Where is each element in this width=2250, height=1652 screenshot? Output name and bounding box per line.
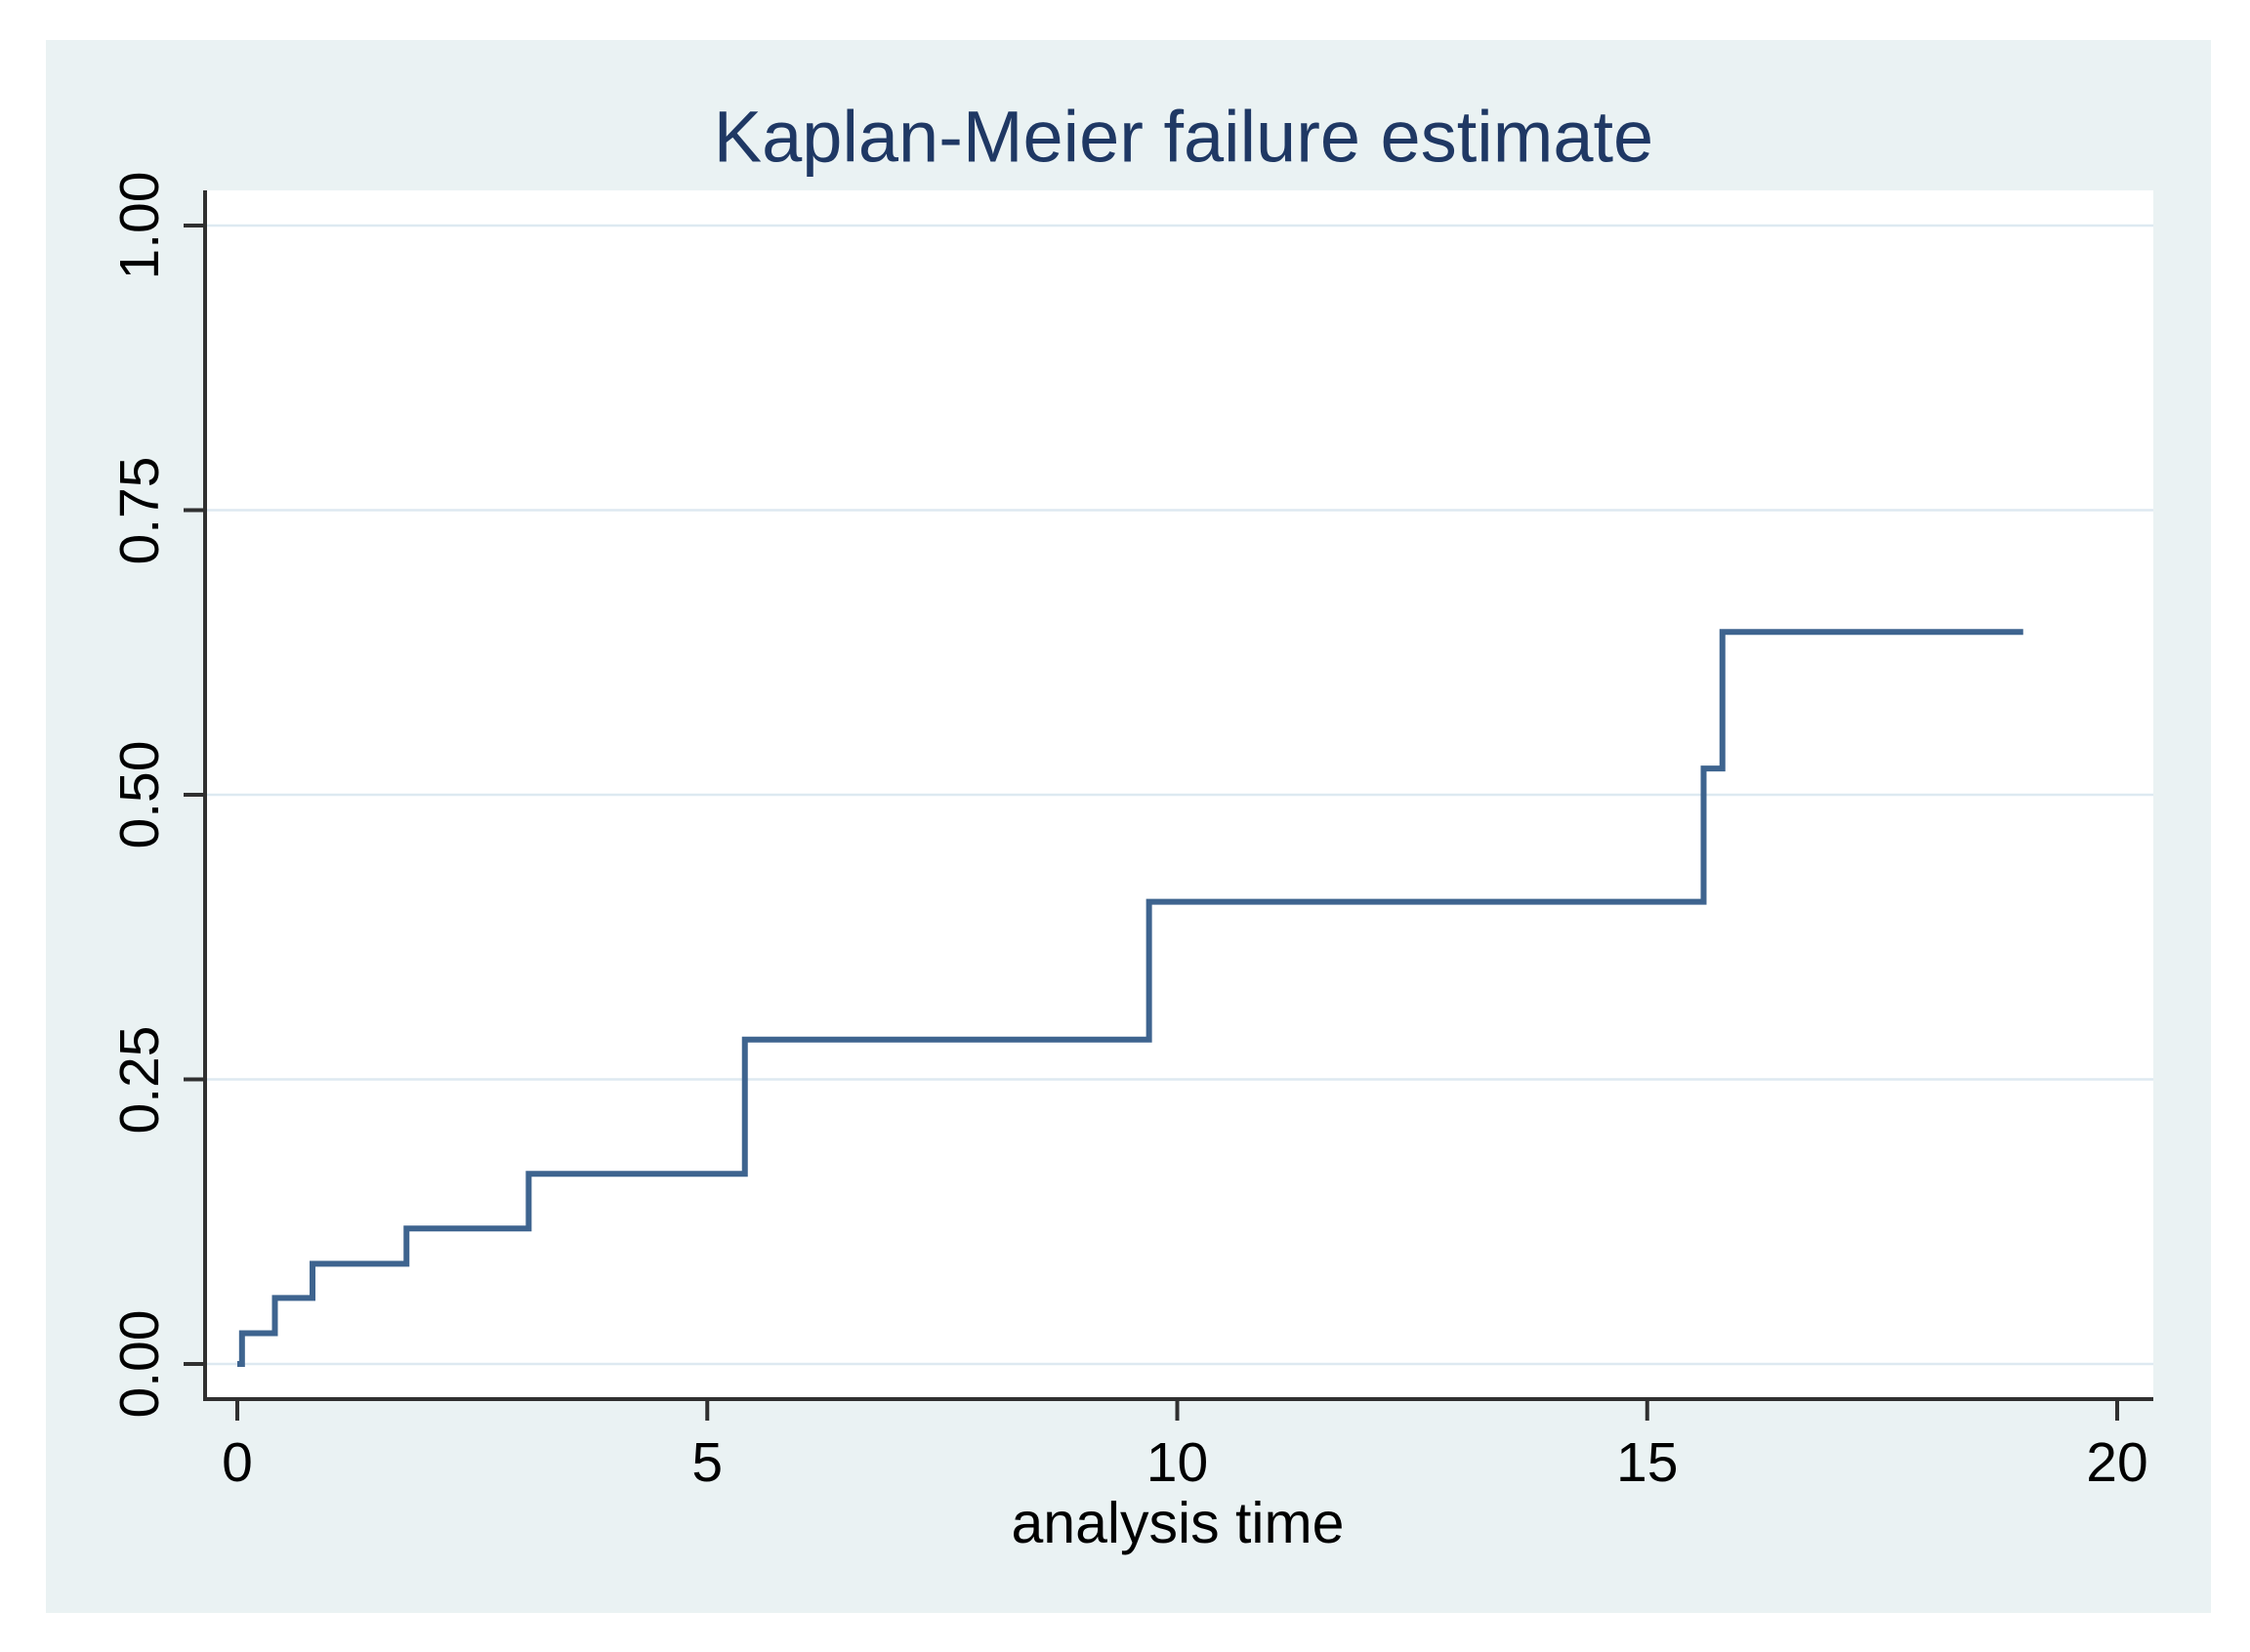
- y-tick-label: 0.00: [108, 1309, 171, 1419]
- y-tick-label: 0.50: [108, 740, 171, 849]
- km-failure-curve: [237, 629, 2023, 1367]
- chart-title: Kaplan-Meier failure estimate: [713, 96, 1654, 178]
- x-tick-label: 20: [2086, 1431, 2148, 1494]
- x-tick-label: 15: [1616, 1431, 1679, 1494]
- y-tick-label: 0.75: [108, 456, 171, 564]
- y-tick-label: 0.25: [108, 1025, 171, 1134]
- x-axis-title: analysis time: [1011, 1491, 1345, 1555]
- x-tick-label: 10: [1146, 1431, 1209, 1494]
- x-tick-label: 5: [691, 1431, 724, 1494]
- y-tick-label: 1.00: [108, 171, 171, 280]
- x-tick-label: 0: [222, 1431, 253, 1494]
